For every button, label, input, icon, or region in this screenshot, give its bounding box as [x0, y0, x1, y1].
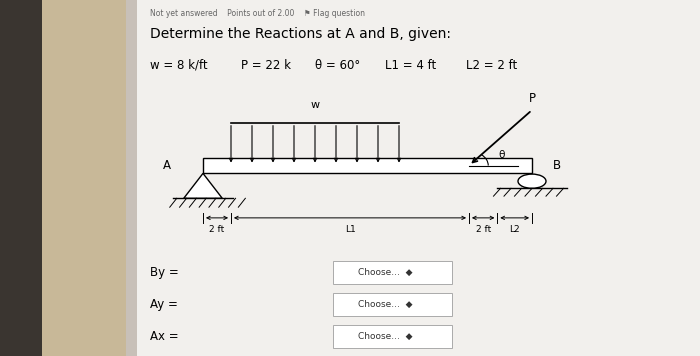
Text: 2 ft: 2 ft: [209, 225, 225, 234]
Text: Choose...  ◆: Choose... ◆: [358, 332, 412, 341]
Polygon shape: [183, 173, 223, 198]
FancyBboxPatch shape: [203, 158, 532, 173]
Text: w: w: [310, 100, 320, 110]
FancyBboxPatch shape: [332, 261, 452, 284]
Text: L2: L2: [510, 225, 520, 234]
Text: P: P: [528, 92, 536, 105]
Text: Ay =: Ay =: [150, 298, 178, 311]
FancyBboxPatch shape: [0, 0, 126, 356]
Text: Determine the Reactions at A and B, given:: Determine the Reactions at A and B, give…: [150, 27, 452, 41]
Text: 2 ft: 2 ft: [475, 225, 491, 234]
Text: θ: θ: [498, 150, 505, 160]
Text: L2 = 2 ft: L2 = 2 ft: [466, 59, 517, 72]
FancyBboxPatch shape: [332, 325, 452, 348]
Text: L1: L1: [344, 225, 356, 234]
Text: B: B: [552, 159, 561, 172]
Text: Ax =: Ax =: [150, 330, 179, 343]
Circle shape: [518, 174, 546, 188]
Text: By =: By =: [150, 266, 179, 279]
Text: Choose...  ◆: Choose... ◆: [358, 268, 412, 277]
FancyBboxPatch shape: [136, 0, 700, 356]
FancyBboxPatch shape: [332, 293, 452, 316]
Text: L1 = 4 ft: L1 = 4 ft: [385, 59, 436, 72]
Text: A: A: [162, 159, 171, 172]
Text: Not yet answered    Points out of 2.00    ⚑ Flag question: Not yet answered Points out of 2.00 ⚑ Fl…: [150, 9, 365, 18]
FancyBboxPatch shape: [42, 0, 126, 356]
Text: w = 8 k/ft: w = 8 k/ft: [150, 59, 208, 72]
Text: θ = 60°: θ = 60°: [315, 59, 360, 72]
Text: P = 22 k: P = 22 k: [241, 59, 291, 72]
Text: Choose...  ◆: Choose... ◆: [358, 300, 412, 309]
